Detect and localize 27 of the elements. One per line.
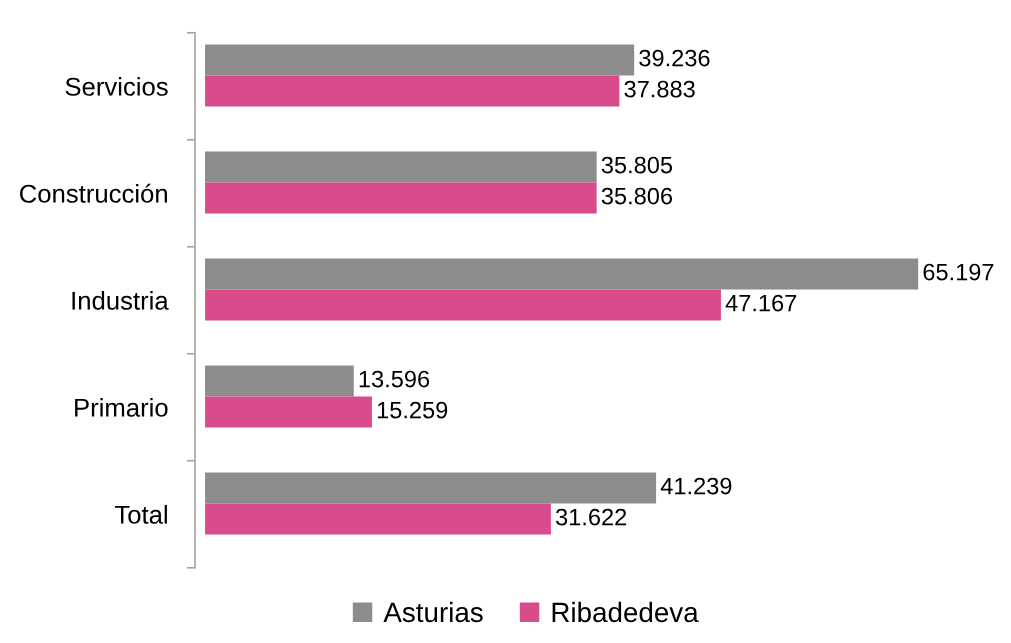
y-tick-label: Primario (75, 397, 168, 417)
bar (205, 365, 354, 397)
bar (205, 289, 721, 321)
data-label: 35.806 (601, 187, 673, 205)
data-label: 31.622 (555, 508, 627, 526)
bar (205, 258, 919, 290)
bar (205, 151, 597, 183)
data-label: 47.167 (725, 294, 797, 312)
bar (205, 182, 597, 214)
data-label: 65.197 (923, 263, 994, 281)
bar (205, 396, 372, 428)
y-tick-label: Construcción (20, 183, 167, 203)
y-tick-label: Servicios (65, 76, 168, 96)
data-label: 15.259 (377, 401, 448, 419)
data-label: 35.805 (601, 156, 673, 174)
legend-label: Ribadedeva (552, 601, 699, 623)
y-tick-label: Total (114, 504, 167, 524)
bar (205, 44, 635, 76)
y-tick-label: Industria (72, 290, 169, 310)
data-label: 13.596 (359, 370, 430, 388)
data-label: 41.239 (660, 477, 732, 495)
bar (205, 472, 657, 504)
legend-label: Asturias (383, 601, 483, 623)
bar (205, 75, 620, 107)
data-label: 39.236 (639, 49, 710, 67)
bar (205, 503, 551, 535)
data-label: 37.883 (624, 80, 695, 98)
